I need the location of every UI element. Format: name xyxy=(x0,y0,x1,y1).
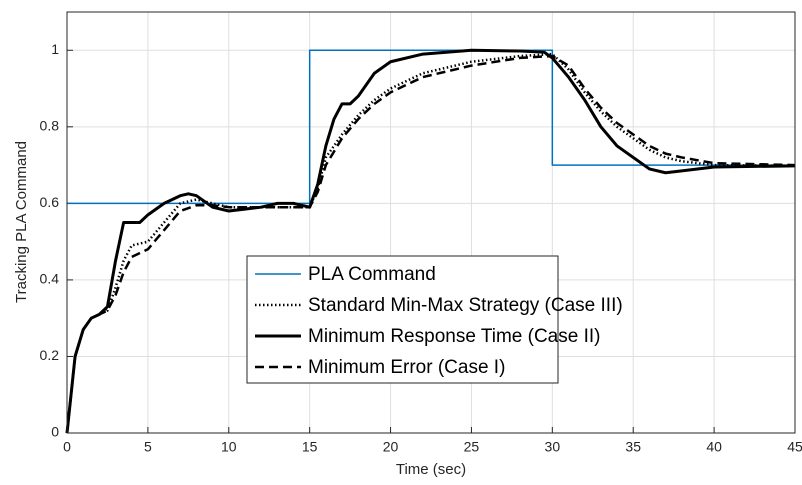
y-tick-label: 0 xyxy=(51,424,59,440)
x-tick-label: 10 xyxy=(221,439,237,455)
x-tick-label: 45 xyxy=(787,439,802,455)
line xyxy=(65,54,796,434)
x-tick-label: 40 xyxy=(706,439,722,455)
x-tick-label: 25 xyxy=(464,439,480,455)
legend xyxy=(246,255,559,384)
line xyxy=(65,52,796,434)
line xyxy=(65,48,796,434)
y-tick-label: 0.2 xyxy=(40,347,60,363)
x-tick-label: 30 xyxy=(545,439,561,455)
line xyxy=(67,49,795,205)
y-tick-label: 0.8 xyxy=(40,118,60,134)
x-tick-label: 15 xyxy=(302,439,318,455)
y-axis-label: Tracking PLA Command xyxy=(13,141,30,303)
y-tick-label: 0.4 xyxy=(40,271,60,287)
legend-label: Standard Min-Max Strategy (Case III) xyxy=(308,295,623,316)
x-tick-label: 20 xyxy=(383,439,399,455)
y-tick-label: 0.6 xyxy=(40,194,60,210)
legend-label: Minimum Response Time (Case II) xyxy=(308,326,600,347)
axes-box xyxy=(66,11,796,434)
y-tick-label: 1 xyxy=(51,41,59,57)
x-tick-label: 0 xyxy=(63,439,71,455)
x-tick-label: 5 xyxy=(144,439,152,455)
legend-label: Minimum Error (Case I) xyxy=(308,357,505,378)
x-tick-label: 35 xyxy=(625,439,641,455)
x-axis-label: Time (sec) xyxy=(396,461,466,478)
legend-label: PLA Command xyxy=(308,264,436,285)
